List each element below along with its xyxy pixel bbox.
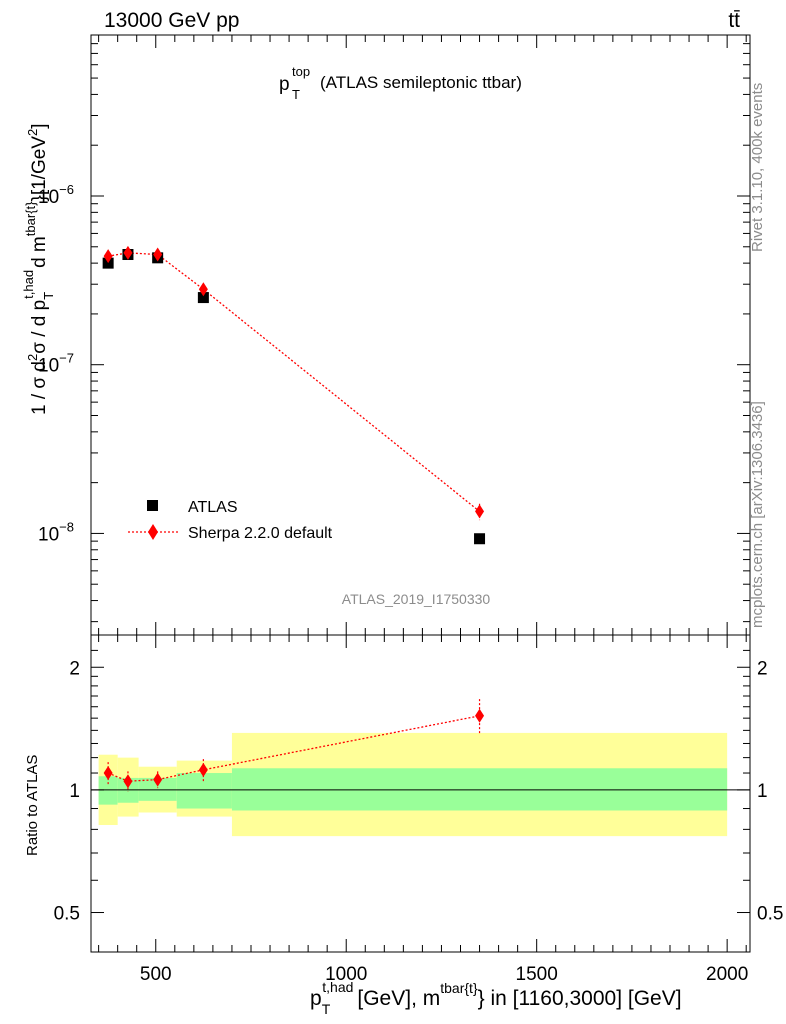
ratio-y-tick-label-right: 0.5 [757,904,783,925]
data-point [197,292,209,304]
ratio-band-inner [231,768,728,811]
mc-ratio-point [103,766,113,781]
axes: 500 1000 1500 2000 10−6 10−7 10−8 0.5 0.5 1 1 2 2 [38,34,783,985]
ratio-y-tick-label-left: 2 [69,658,80,679]
svg-text:pTt,had[GeV], mtbar{t}} in [11: pTt,had [GeV], mtbar{t}} in [1160,3000] [… [310,979,682,1017]
ratio-y-tick-label-left: 1 [69,781,80,802]
data-point [474,533,486,545]
svg-text:1 / σ d2σ / d pTt,hadd mtbar{t: 1 / σ d2σ / d pTt,hadd mtbar{t}}[1/GeV2] [21,124,56,415]
mc-ratio-point [198,762,208,777]
legend-data-marker [147,500,158,511]
y-axis-label-main: 1 / σ d2σ / d pTt,hadd mtbar{t}}[1/GeV2] [21,124,56,415]
mc-point [198,282,208,297]
ratio-panel-frame [90,634,751,953]
x-axis-label: pTt,had [GeV], mtbar{t}} in [1160,3000] [… [310,979,682,1017]
mc-point [123,245,133,260]
y-tick-label-main: 10−6 [38,182,74,208]
x-tick-label: 1500 [516,964,558,985]
main-panel-frame [90,34,751,636]
ratio-band-inner [98,776,118,805]
svg-text:(ATLAS semileptonic ttbar): (ATLAS semileptonic ttbar) [320,73,522,92]
mc-point [103,249,113,264]
ratio-band-inner [176,773,232,809]
svg-text:T: T [292,87,300,102]
mc-point [153,247,163,262]
ratio-bands [91,732,750,837]
ratio-y-tick-label-right: 2 [757,658,768,679]
legend-mc-label: Sherpa 2.2.0 default [188,525,333,542]
analysis-watermark: ATLAS_2019_I1750330 [342,591,491,607]
ratio-series-layer [103,699,485,792]
ratio-y-tick-label-left: 0.5 [54,904,80,925]
svg-text:top: top [292,64,310,79]
mc-ratio-point [123,774,133,789]
legend-data-label: ATLAS [188,499,238,516]
rivet-label: Rivet 3.1.10, 400k events [749,83,766,252]
legend: ATLAS Sherpa 2.2.0 default [128,499,333,542]
main-series-layer [102,245,486,545]
energy-label: 13000 GeV pp [104,9,239,32]
mcplots-label: mcplots.cern.ch [arXiv:1306.3436] [749,401,766,628]
mc-ratio-point [475,708,485,723]
legend-mc-marker [148,524,158,540]
y-tick-label-main: 10−8 [38,519,74,545]
process-label: tt̄ [728,9,740,32]
ratio-band-inner [138,777,177,801]
mc-point [475,504,485,519]
ratio-y-tick-label-right: 1 [757,781,768,802]
plot-title: p top T (ATLAS semileptonic ttbar) [279,64,522,102]
svg-text:p: p [279,74,290,95]
y-tick-label-main: 10−7 [38,351,74,377]
x-tick-label: 1000 [325,964,367,985]
x-tick-label: 2000 [706,964,748,985]
x-tick-label: 500 [140,964,172,985]
mc-ratio-point [153,772,163,787]
mc-line-main [108,252,480,512]
y-axis-label-ratio: Ratio to ATLAS [24,755,41,856]
